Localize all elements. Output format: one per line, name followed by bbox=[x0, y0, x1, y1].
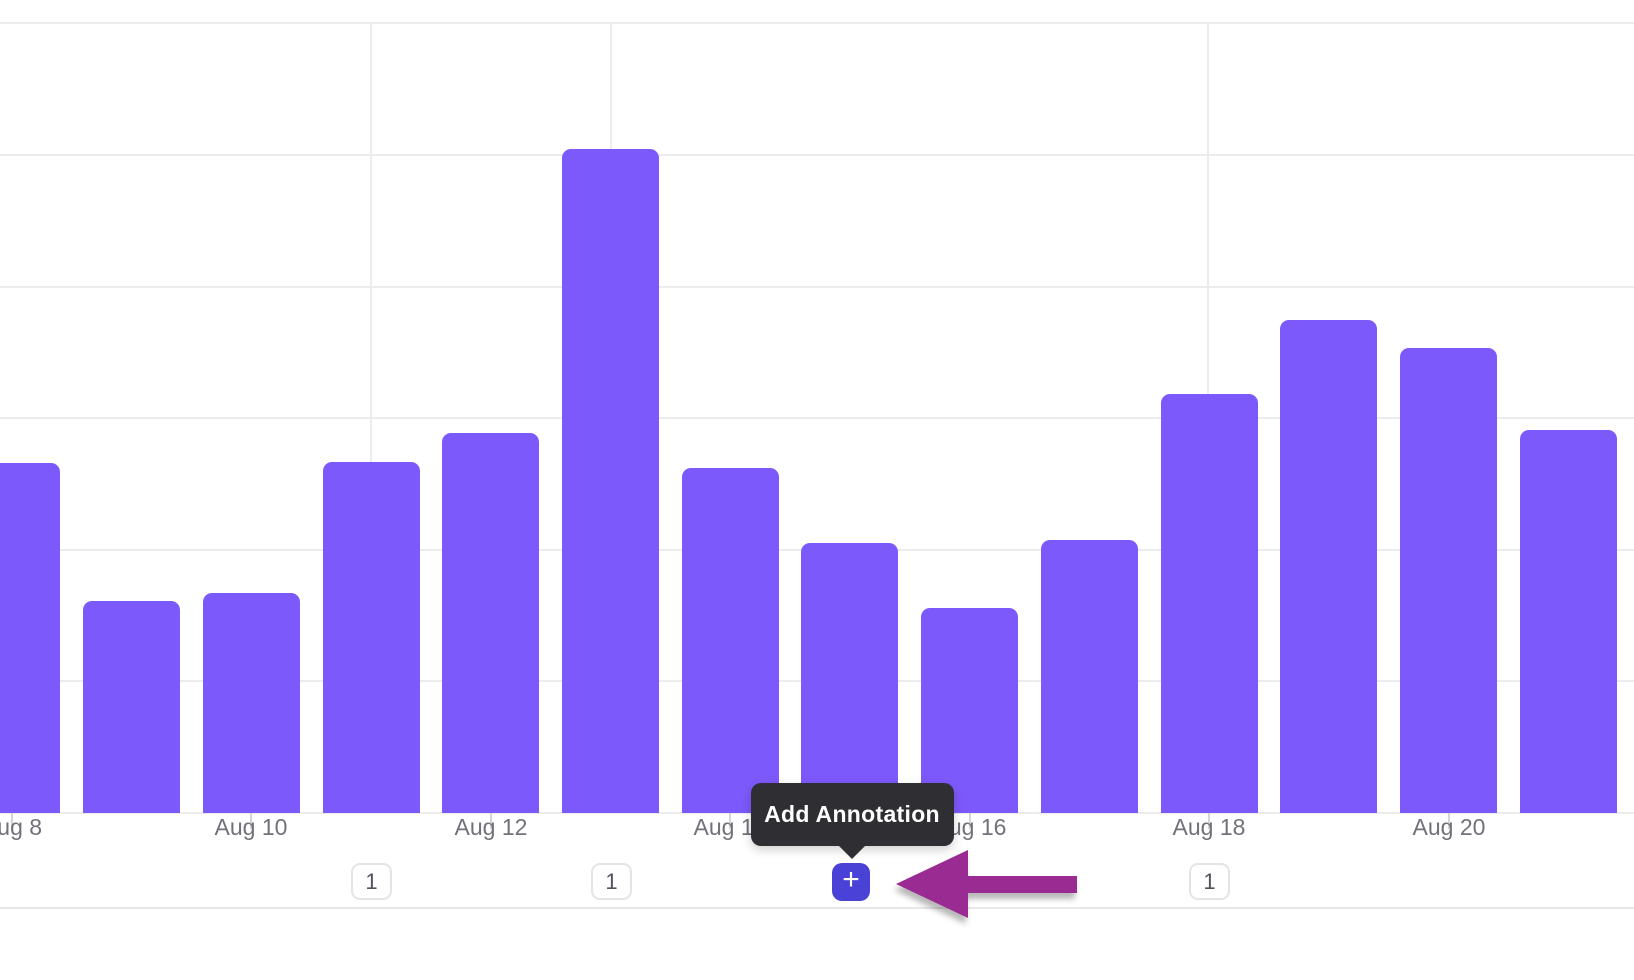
add-annotation-button[interactable]: + bbox=[832, 863, 870, 901]
bar-aug-8[interactable] bbox=[0, 463, 60, 813]
annotation-count-badge[interactable]: 1 bbox=[1189, 863, 1230, 900]
tooltip-caret-icon bbox=[838, 845, 866, 859]
section-divider bbox=[0, 907, 1634, 909]
x-axis-tick bbox=[250, 813, 252, 829]
x-axis-label: Aug 8 bbox=[0, 814, 43, 840]
x-axis-tick bbox=[729, 813, 731, 829]
horizontal-gridline bbox=[0, 22, 1634, 24]
bar-aug-21[interactable] bbox=[1520, 430, 1617, 813]
x-axis-label: Aug 12 bbox=[454, 814, 528, 840]
bar-aug-17[interactable] bbox=[1041, 540, 1138, 813]
x-axis-tick bbox=[11, 813, 13, 829]
bar-aug-16[interactable] bbox=[921, 608, 1018, 813]
left-arrow-shape bbox=[896, 850, 1077, 918]
horizontal-gridline bbox=[0, 417, 1634, 419]
bar-aug-13[interactable] bbox=[562, 149, 659, 813]
x-axis-label: Aug 20 bbox=[1412, 814, 1486, 840]
bar-aug-10[interactable] bbox=[203, 593, 300, 813]
x-axis-tick bbox=[969, 813, 971, 829]
bar-aug-12[interactable] bbox=[442, 433, 539, 813]
annotation-count-badge[interactable]: 1 bbox=[591, 863, 632, 900]
bar-aug-9[interactable] bbox=[83, 601, 180, 813]
horizontal-gridline bbox=[0, 154, 1634, 156]
x-axis-label: Aug 10 bbox=[214, 814, 288, 840]
horizontal-gridline bbox=[0, 286, 1634, 288]
x-axis-tick bbox=[1208, 813, 1210, 829]
x-axis-tick bbox=[490, 813, 492, 829]
bar-aug-14[interactable] bbox=[682, 468, 779, 813]
bar-aug-20[interactable] bbox=[1400, 348, 1497, 813]
x-axis-label: Aug 18 bbox=[1172, 814, 1246, 840]
bar-aug-19[interactable] bbox=[1280, 320, 1377, 813]
bar-aug-18[interactable] bbox=[1161, 394, 1258, 813]
bar-aug-11[interactable] bbox=[323, 462, 420, 813]
vertical-gridline bbox=[370, 23, 372, 813]
annotation-count-badge[interactable]: 1 bbox=[351, 863, 392, 900]
bar-aug-15[interactable] bbox=[801, 543, 898, 813]
x-axis-tick bbox=[1448, 813, 1450, 829]
add-annotation-tooltip: Add Annotation bbox=[750, 783, 954, 846]
